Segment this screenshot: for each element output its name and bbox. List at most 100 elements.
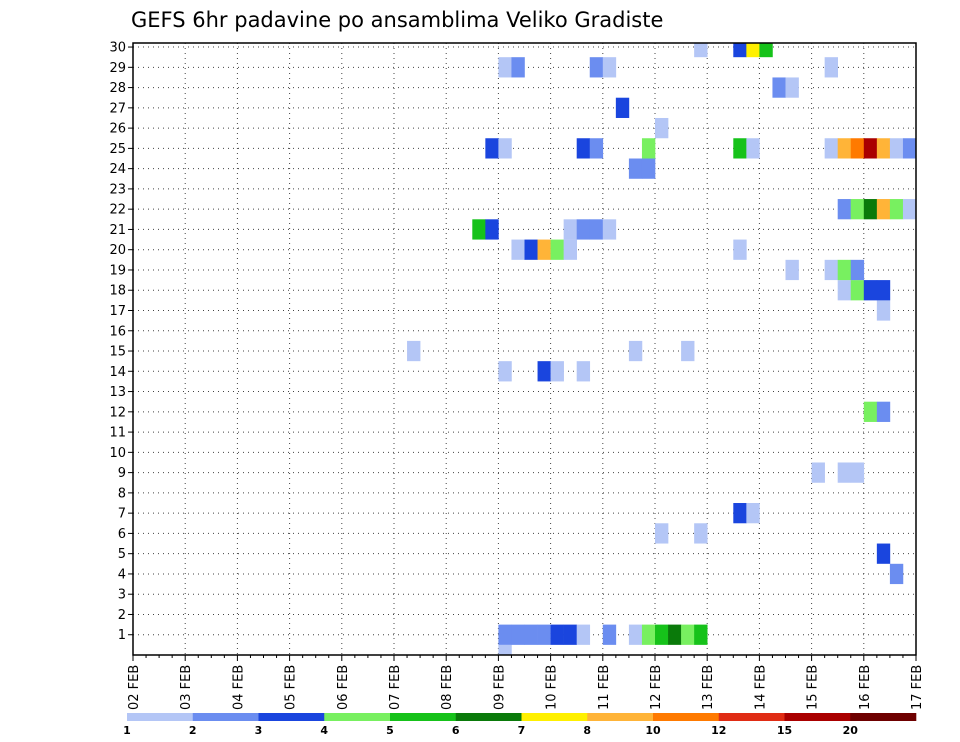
data-cell	[498, 138, 512, 159]
grid-lines	[133, 43, 916, 655]
x-tick-label: 14 FEB	[753, 665, 768, 710]
color-bar-label: 12	[711, 724, 726, 737]
data-cell	[641, 624, 656, 645]
y-tick-label: 26	[109, 122, 126, 137]
data-cell	[655, 117, 669, 139]
color-bar-label: 15	[777, 724, 792, 737]
color-bar-segment	[587, 713, 654, 721]
data-cell	[563, 239, 577, 260]
data-cell	[511, 239, 525, 260]
y-tick-label: 17	[109, 304, 126, 319]
x-tick-label: 04 FEB	[231, 665, 246, 710]
data-cell	[850, 259, 865, 281]
data-cell	[837, 462, 852, 483]
data-cell	[511, 57, 525, 78]
color-bar-segment	[127, 713, 194, 721]
color-bar-segment	[718, 713, 785, 721]
data-cell	[837, 199, 852, 220]
data-cell	[563, 219, 577, 240]
data-cell	[589, 138, 604, 159]
data-cell	[746, 43, 760, 58]
data-cell	[850, 462, 865, 483]
y-tick-label: 1	[118, 628, 126, 643]
data-cell	[902, 199, 917, 220]
x-tick-label: 11 FEB	[597, 665, 612, 710]
x-tick-label: 10 FEB	[545, 665, 560, 710]
data-cell	[863, 280, 878, 301]
y-tick-label: 30	[109, 41, 126, 56]
y-axis: 1234567891011121314151617181920212223242…	[109, 41, 133, 643]
data-cell	[628, 624, 643, 645]
data-cell	[785, 77, 799, 98]
data-cell	[772, 77, 786, 98]
data-cell	[550, 239, 564, 260]
chart-title: GEFS 6hr padavine po ansamblima Veliko G…	[131, 8, 663, 32]
data-cell	[537, 624, 551, 645]
data-cell	[876, 280, 891, 301]
data-cell	[850, 138, 865, 159]
data-cell	[694, 43, 708, 58]
data-cell	[733, 239, 747, 260]
data-cell	[837, 280, 852, 301]
data-cell	[589, 219, 604, 240]
x-tick-label: 16 FEB	[858, 665, 873, 710]
color-bar-label: 3	[255, 724, 263, 737]
color-bar-label: 4	[320, 724, 328, 737]
data-cell	[576, 624, 591, 645]
data-cell	[876, 401, 891, 422]
y-tick-label: 10	[109, 446, 126, 461]
y-tick-label: 21	[109, 223, 126, 238]
data-cell	[876, 543, 891, 564]
x-tick-label: 08 FEB	[440, 665, 455, 710]
y-tick-label: 12	[109, 405, 126, 420]
color-bar: 1 2 3 4 5 6 7 8 10 12 15 20	[123, 713, 917, 737]
data-cell	[485, 138, 499, 159]
data-cell	[628, 340, 643, 362]
data-cell	[602, 624, 617, 645]
data-cell	[524, 239, 538, 260]
data-cell	[485, 219, 499, 240]
data-cell	[537, 361, 551, 382]
y-tick-label: 3	[118, 588, 126, 603]
data-cell	[876, 300, 891, 321]
y-tick-label: 14	[109, 365, 126, 380]
data-cell	[655, 523, 669, 544]
data-cell	[785, 259, 799, 281]
data-cell	[837, 138, 852, 159]
x-tick-label: 17 FEB	[910, 665, 925, 710]
data-cell	[694, 624, 708, 645]
color-bar-segment	[455, 713, 522, 721]
y-tick-label: 18	[109, 284, 126, 299]
data-cell	[668, 624, 682, 645]
y-tick-label: 29	[109, 61, 126, 76]
x-tick-label: 06 FEB	[336, 665, 351, 710]
data-cell	[824, 259, 838, 281]
x-tick-label: 07 FEB	[388, 665, 403, 710]
data-cell	[628, 158, 643, 179]
data-cell	[641, 138, 656, 159]
data-cell	[589, 57, 604, 78]
data-cell	[472, 219, 486, 240]
data-cell	[576, 138, 591, 159]
color-bar-label: 5	[386, 724, 394, 737]
y-tick-label: 22	[109, 203, 126, 218]
data-cell	[876, 199, 891, 220]
data-cell	[498, 57, 512, 78]
x-tick-label: 09 FEB	[492, 665, 507, 710]
data-cell	[837, 259, 852, 281]
data-cell	[537, 239, 551, 260]
color-bar-label: 10	[645, 724, 661, 737]
y-tick-label: 9	[118, 466, 126, 481]
color-bar-segment	[784, 713, 851, 721]
y-tick-label: 13	[109, 385, 126, 400]
data-cell	[876, 138, 891, 159]
data-cell	[746, 138, 760, 159]
data-cell	[407, 340, 421, 362]
color-bar-label: 1	[123, 724, 131, 737]
data-cell	[889, 563, 904, 585]
data-cell	[733, 138, 747, 159]
data-cell	[524, 624, 538, 645]
data-cell	[824, 138, 838, 159]
data-cell	[550, 624, 564, 645]
data-cell	[759, 43, 773, 58]
